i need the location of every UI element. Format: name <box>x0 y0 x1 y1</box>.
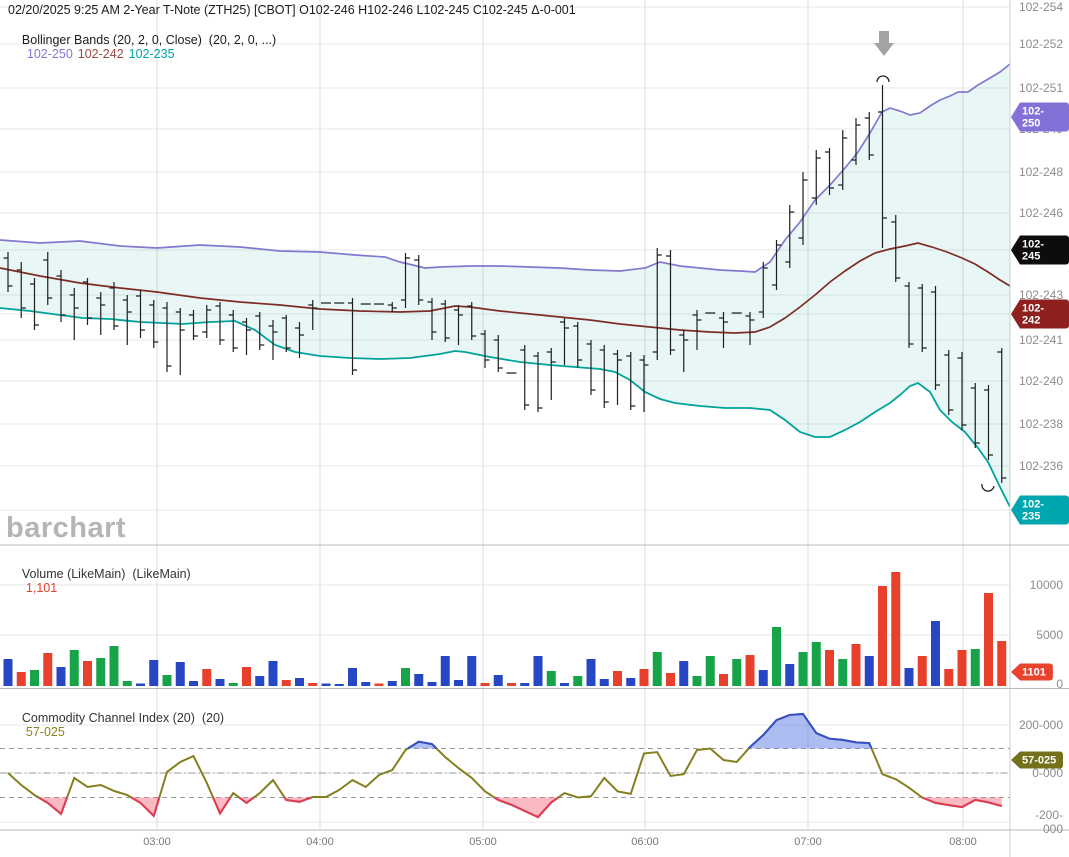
barchart-logo: barchart <box>6 512 127 544</box>
cci-panel-label[interactable]: Commodity Channel Index (20) (20) 57-025 <box>8 697 224 753</box>
cci-latest-value: 57-025 <box>25 725 65 739</box>
y-axis-tick-label: 0-000 <box>1032 766 1063 780</box>
y-axis-tick-label: 102-246 <box>1018 206 1063 220</box>
y-axis-tick-label: 102-251 <box>1018 81 1063 95</box>
volume-label-text: Volume (LikeMain) (LikeMain) <box>21 567 191 581</box>
price-axis-badge[interactable]: 102-250 <box>1011 102 1069 132</box>
price-axis-badge[interactable]: 57-025 <box>1011 751 1064 769</box>
y-axis-tick-label: 102-241 <box>1018 333 1063 347</box>
indicator-legend[interactable]: Bollinger Bands (20, 2, 0, Close) (20, 2… <box>8 19 276 75</box>
time-axis-tick-label: 04:00 <box>306 836 334 848</box>
indicator-legend-values: 102-250 102-242 102-235 <box>22 47 175 61</box>
bollinger-value: 102-250 <box>26 47 73 61</box>
price-axis-badge[interactable]: 102-245 <box>1011 235 1069 265</box>
y-axis-tick-label: 102-238 <box>1018 417 1063 431</box>
y-axis-tick-label: 102-254 <box>1018 0 1063 14</box>
volume-latest-value: 1,101 <box>25 581 58 595</box>
time-axis-tick-label: 07:00 <box>794 836 822 848</box>
y-axis-tick-label: 102-243 <box>1018 288 1063 302</box>
indicator-legend-label: Bollinger Bands (20, 2, 0, Close) (20, 2… <box>21 33 277 47</box>
price-axis-badge[interactable]: 102-242 <box>1011 299 1069 329</box>
price-axis-badge[interactable]: 102-235 <box>1011 495 1069 525</box>
y-axis-tick-label: 102-252 <box>1018 37 1063 51</box>
y-axis-tick-label: 10000 <box>1029 578 1063 592</box>
time-axis-tick-label: 06:00 <box>631 836 659 848</box>
y-axis-tick-label: 102-248 <box>1018 165 1063 179</box>
y-axis-tick-label: 102-236 <box>1018 459 1063 473</box>
quote-header: 02/20/2025 9:25 AM 2-Year T-Note (ZTH25)… <box>8 3 576 17</box>
volume-panel-label[interactable]: Volume (LikeMain) (LikeMain) 1,101 <box>8 553 191 609</box>
time-axis-tick-label: 08:00 <box>949 836 977 848</box>
bollinger-value: 102-235 <box>128 47 175 61</box>
y-axis-tick-label: 5000 <box>1036 628 1063 642</box>
y-axis-tick-label: -200-000 <box>1034 808 1063 836</box>
y-axis-tick-label: 0 <box>1056 677 1063 691</box>
price-axis-badge[interactable]: 1101 <box>1011 663 1053 681</box>
y-axis-tick-label: 102-240 <box>1018 374 1063 388</box>
time-axis-tick-label: 03:00 <box>143 836 171 848</box>
y-axis-tick-label: 200-000 <box>1018 718 1063 732</box>
time-axis-tick-label: 05:00 <box>469 836 497 848</box>
cci-label-text: Commodity Channel Index (20) (20) <box>21 711 225 725</box>
bollinger-value: 102-242 <box>77 47 124 61</box>
